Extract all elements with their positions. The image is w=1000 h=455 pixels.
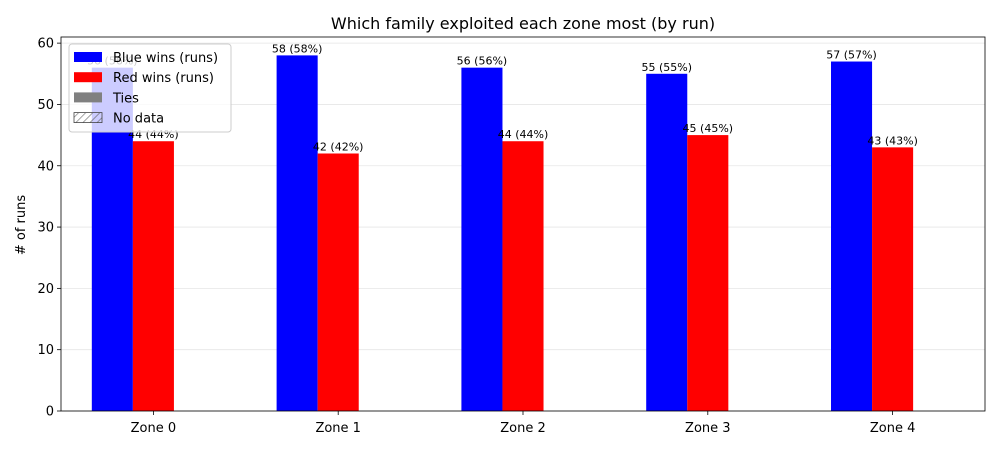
bar-blue-wins-runs-1 <box>276 55 318 412</box>
y-tick-label: 10 <box>37 343 54 358</box>
axes: 0 10 20 30 40 50 60 Zone 0 Zone 1 Zone 2 Zone 3 Zon… <box>37 36 986 436</box>
bar-red-wins-runs-3 <box>687 135 729 411</box>
bar-red-wins-runs-4 <box>872 147 914 411</box>
plot-frame <box>60 36 986 412</box>
bar-red-wins-runs-0 <box>132 141 174 412</box>
x-tick-label: Zone 3 <box>685 421 731 436</box>
legend-swatch <box>74 92 102 103</box>
y-tick-label: 40 <box>37 159 54 174</box>
y-tick-label: 30 <box>37 221 54 236</box>
y-tick-label: 50 <box>37 98 54 113</box>
legend-label: No data <box>113 112 164 127</box>
legend: Blue wins (runs) Red wins (runs) Ties No da… <box>68 43 232 133</box>
bar-blue-wins-runs-2 <box>461 67 503 412</box>
bar-value-label: 58 (58%) <box>272 42 323 55</box>
legend-label: Ties <box>112 91 139 106</box>
legend-swatch <box>73 112 103 123</box>
bar-value-label: 45 (45%) <box>683 122 734 135</box>
y-tick-label: 20 <box>37 282 54 297</box>
bar-value-label: 57 (57%) <box>826 49 877 62</box>
legend-label: Red wins (runs) <box>113 71 214 86</box>
x-tick-label: Zone 4 <box>870 421 916 436</box>
x-tick-label: Zone 0 <box>131 421 177 436</box>
bar-value-label: 56 (56%) <box>457 55 508 68</box>
y-tick-label: 0 <box>46 405 54 420</box>
y-axis-title: # of runs <box>14 195 29 256</box>
legend-swatch <box>74 52 102 62</box>
bar-value-label: 42 (42%) <box>313 140 364 153</box>
legend-swatch <box>74 72 102 83</box>
legend-label: Blue wins (runs) <box>113 51 218 66</box>
y-tick-label: 60 <box>37 37 54 52</box>
legend-box <box>68 43 232 133</box>
bar-value-label: 44 (44%) <box>498 128 549 141</box>
bar-value-label: 43 (43%) <box>867 134 918 147</box>
chart-title: Which family exploited each zone most (b… <box>331 14 715 33</box>
x-tick-label: Zone 2 <box>500 421 546 436</box>
bar-value-label: 55 (55%) <box>641 61 692 74</box>
bar-red-wins-runs-2 <box>502 141 544 412</box>
bar-red-wins-runs-1 <box>317 153 359 411</box>
bar-blue-wins-runs-3 <box>646 73 688 411</box>
bar-blue-wins-runs-4 <box>831 61 873 411</box>
bars <box>91 55 914 412</box>
x-tick-label: Zone 1 <box>315 421 361 436</box>
